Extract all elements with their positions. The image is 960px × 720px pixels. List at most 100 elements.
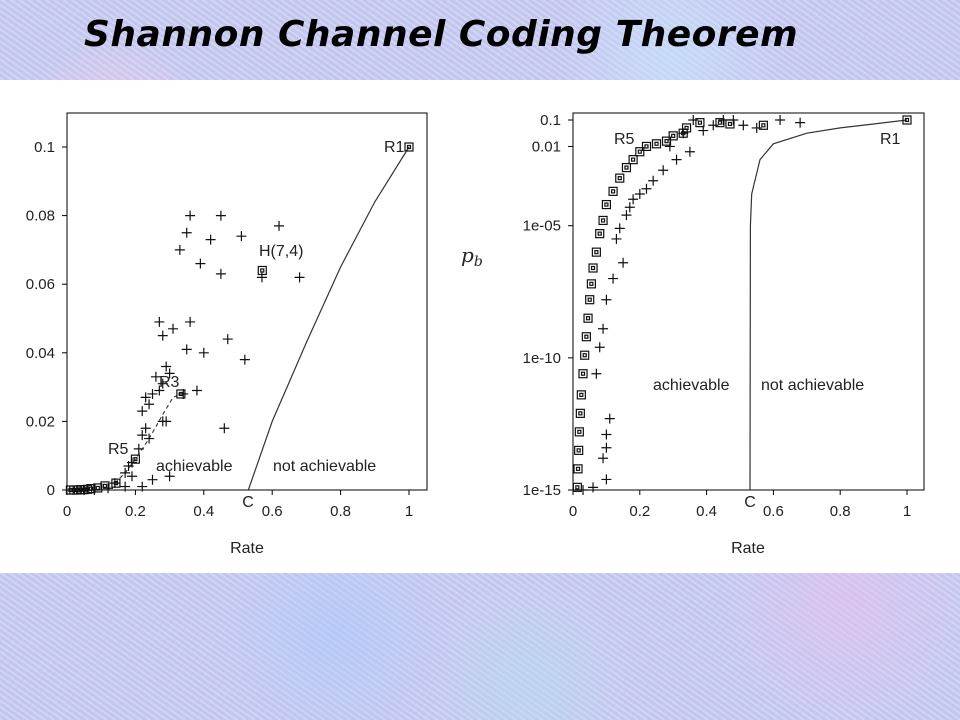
- right-square-point: [575, 408, 585, 418]
- left-plus-point: [222, 334, 233, 345]
- right-plus-point: [751, 122, 762, 133]
- left-plus-point: [174, 244, 185, 255]
- right-square-point: [598, 215, 608, 226]
- right-plus-point: [594, 342, 605, 353]
- right-x-tick-label: 0.6: [763, 503, 784, 520]
- left-plus-point: [140, 392, 151, 403]
- left-bound-curve: [247, 146, 410, 491]
- right-plus-point: [698, 125, 709, 136]
- right-square-point-inner: [637, 149, 642, 154]
- right-plus-point: [718, 115, 729, 125]
- left-y-tick-label: 0.04: [26, 345, 55, 362]
- right-plus-point: [684, 146, 695, 157]
- right-label-r5: R5: [614, 131, 635, 148]
- right-x-tick-label: 1: [903, 503, 911, 520]
- right-square-point: [635, 147, 645, 157]
- right-square-point-inner: [664, 139, 669, 144]
- left-plus-point: [185, 316, 196, 327]
- left-plus-point: [137, 430, 148, 441]
- left-x-tick-label: 0.6: [262, 503, 283, 520]
- right-plus-point: [601, 429, 612, 440]
- right-square-point: [758, 120, 768, 130]
- right-square-point: [574, 445, 584, 455]
- right-plus-point: [688, 115, 699, 125]
- right-x-tick-label: 0.4: [696, 503, 717, 520]
- right-plus-point: [618, 257, 629, 268]
- left-plus-point: [144, 399, 155, 410]
- right-square-point-inner: [575, 466, 581, 471]
- right-plus-point: [678, 128, 689, 139]
- left-x-tick-label: 0: [63, 503, 71, 520]
- left-plus-point: [123, 460, 134, 471]
- right-plus-point: [738, 120, 749, 131]
- right-square-point-inner: [582, 353, 587, 358]
- right-square-point: [608, 186, 618, 196]
- left-square-point-inner: [133, 457, 138, 462]
- chart-svg: 0 0.2 0.4 0.6 0.8 1 0 0.02 0.04 0.06 0.08 0.1 Rate R1…: [26, 112, 925, 557]
- right-square-point: [572, 482, 582, 492]
- right-plus-point: [775, 115, 786, 125]
- left-plus-point: [164, 368, 175, 379]
- left-plus-point: [181, 344, 192, 355]
- left-plus-point: [103, 483, 114, 494]
- right-plus-point: [708, 120, 719, 131]
- right-square-point: [591, 247, 601, 257]
- left-plus-point: [157, 416, 168, 427]
- left-x-tick-label: 0.8: [330, 503, 351, 520]
- left-plus-point: [195, 258, 206, 269]
- right-square-point: [583, 313, 593, 323]
- right-x-tick-label: 0.2: [629, 503, 650, 520]
- right-plus-point: [598, 453, 609, 464]
- left-plus-point: [181, 227, 192, 238]
- right-y-axis-label: pb: [461, 243, 483, 270]
- right-square-point: [668, 131, 678, 141]
- left-plus-point: [215, 268, 226, 279]
- right-square-point: [601, 199, 612, 210]
- left-plus-point: [150, 371, 161, 382]
- right-square-point: [586, 279, 596, 289]
- right-x-tick-label: 0: [569, 503, 577, 520]
- left-plus-point: [161, 361, 172, 372]
- left-plus-point: [109, 478, 120, 489]
- right-square-point-inner: [631, 157, 636, 162]
- right-plus-point: [634, 189, 645, 199]
- right-square-point: [595, 229, 605, 239]
- left-plus-point: [154, 385, 165, 396]
- left-plus-point: [144, 433, 155, 444]
- left-plus-point: [205, 234, 216, 245]
- right-plus-point: [628, 194, 639, 205]
- right-x-axis-label: Rate: [731, 540, 765, 557]
- right-square-point: [641, 141, 652, 152]
- right-label-capacity: C: [744, 494, 756, 511]
- right-square-point-inner: [761, 123, 766, 128]
- right-plus-point: [795, 117, 806, 128]
- right-plus-point: [601, 474, 612, 485]
- right-square-point: [681, 123, 692, 133]
- left-label-h74: H(7,4): [259, 243, 303, 260]
- left-plus-point: [191, 385, 202, 396]
- right-plus-point: [728, 115, 739, 125]
- left-x-tick-label: 1: [405, 503, 413, 520]
- right-plus-point: [658, 165, 669, 176]
- left-plus-point: [168, 323, 179, 334]
- right-plus-point: [578, 485, 589, 495]
- right-square-point-inner: [579, 392, 584, 397]
- left-label-r5: R5: [108, 441, 129, 458]
- right-plot-frame: [572, 112, 925, 491]
- right-plus-point: [601, 442, 612, 453]
- left-plus-point: [236, 231, 247, 242]
- right-square-point: [661, 136, 672, 146]
- left-square-point-inner: [95, 485, 100, 491]
- left-plot-frame: [66, 112, 428, 491]
- left-plus-point: [140, 423, 151, 434]
- right-square-point-inner: [717, 120, 723, 125]
- left-plus-point: [147, 474, 158, 485]
- left-x-axis-label: Rate: [230, 540, 264, 557]
- left-plus-point: [137, 406, 148, 417]
- right-plus-point: [598, 323, 609, 334]
- right-square-point-inner: [654, 141, 659, 146]
- right-square-point: [715, 118, 725, 128]
- left-plus-point: [79, 485, 90, 495]
- left-plus-point: [239, 354, 250, 365]
- left-plus-point: [198, 347, 209, 358]
